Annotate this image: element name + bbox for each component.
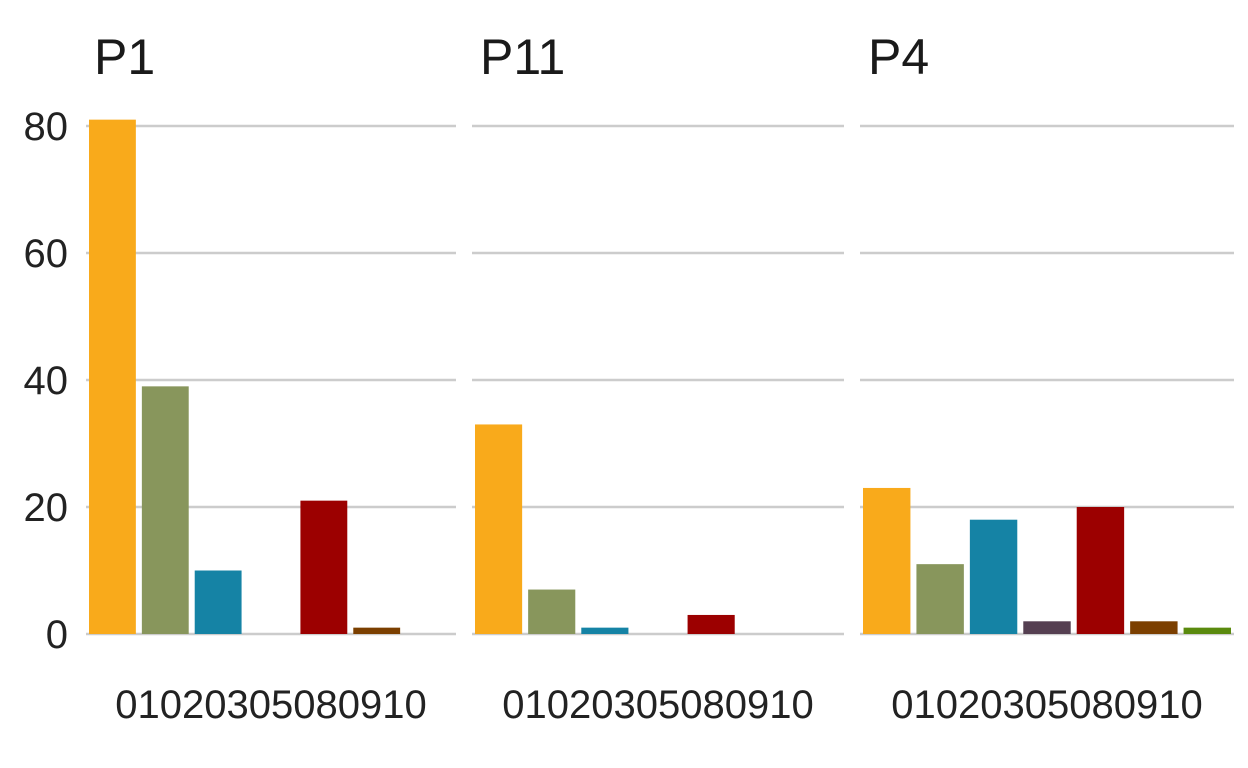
bar <box>1130 621 1178 634</box>
y-tick-label: 80 <box>24 105 69 149</box>
x-tick-label: 01 <box>115 683 160 727</box>
x-tick-label: 05 <box>1025 683 1070 727</box>
panel-title: P4 <box>868 29 929 85</box>
bar <box>863 487 911 634</box>
y-tick-label: 60 <box>24 232 69 276</box>
x-tick-label: 09 <box>725 683 770 727</box>
bar <box>475 424 523 634</box>
x-tick-label: 10 <box>1158 683 1203 727</box>
bar <box>528 589 576 634</box>
x-tick-labels: 01020305080910 <box>115 683 427 727</box>
bar <box>1183 627 1231 634</box>
bar <box>581 627 629 634</box>
x-tick-label: 03 <box>980 683 1025 727</box>
x-tick-label: 03 <box>591 683 636 727</box>
facet-panel: P4 01020305080910 <box>860 29 1234 727</box>
panel-title: P1 <box>94 29 155 85</box>
x-tick-label: 02 <box>547 683 592 727</box>
x-tick-label: 09 <box>338 683 383 727</box>
x-tick-label: 02 <box>160 683 205 727</box>
x-tick-label: 01 <box>502 683 547 727</box>
y-tick-label: 20 <box>24 486 69 530</box>
y-tick-label: 0 <box>46 613 68 657</box>
bar <box>353 627 401 634</box>
x-tick-label: 08 <box>680 683 725 727</box>
bar <box>194 570 242 634</box>
bar <box>1023 621 1071 634</box>
facet-panel: P11 01020305080910 <box>472 29 844 727</box>
bar <box>1076 507 1125 634</box>
x-tick-label: 10 <box>769 683 814 727</box>
x-tick-labels: 01020305080910 <box>502 683 814 727</box>
bar <box>141 386 189 634</box>
y-tick-label: 40 <box>24 359 69 403</box>
bar <box>300 500 348 634</box>
x-tick-labels: 01020305080910 <box>891 683 1203 727</box>
x-tick-label: 05 <box>249 683 294 727</box>
x-tick-label: 01 <box>891 683 936 727</box>
x-tick-label: 08 <box>293 683 338 727</box>
x-tick-label: 05 <box>636 683 681 727</box>
x-tick-label: 09 <box>1114 683 1159 727</box>
x-tick-label: 02 <box>936 683 981 727</box>
panel-title: P11 <box>480 29 565 85</box>
bar <box>969 519 1018 634</box>
x-tick-label: 10 <box>382 683 427 727</box>
bar <box>687 614 735 634</box>
x-tick-label: 03 <box>204 683 249 727</box>
bar <box>916 564 964 634</box>
x-tick-label: 08 <box>1069 683 1114 727</box>
facet-panel: P1 01020305080910 <box>86 29 456 727</box>
bar <box>89 119 136 634</box>
